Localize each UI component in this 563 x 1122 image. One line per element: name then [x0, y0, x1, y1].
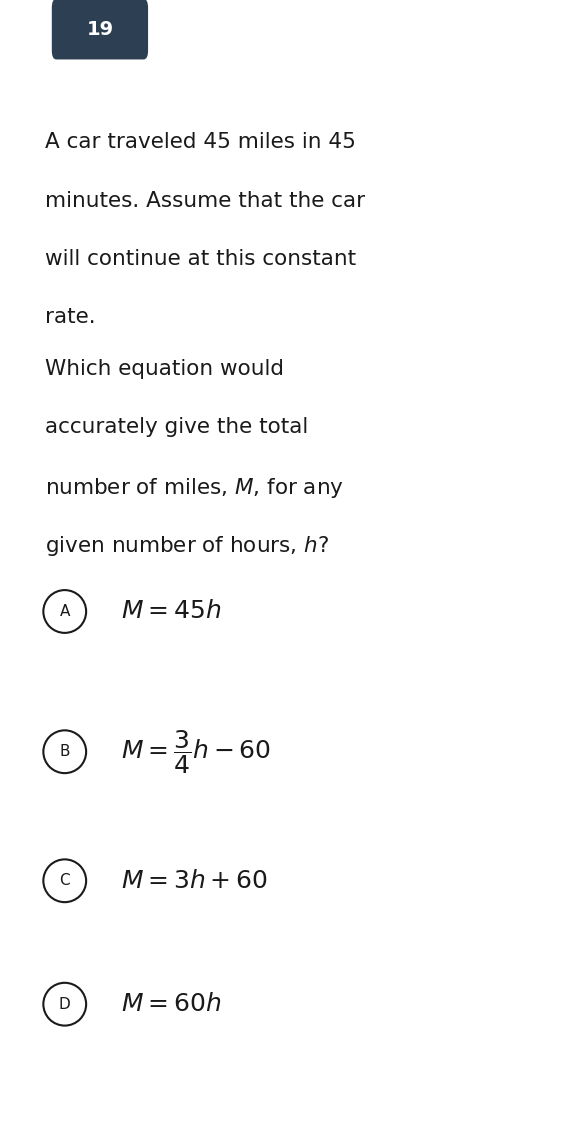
Text: A car traveled 45 miles in 45: A car traveled 45 miles in 45: [45, 132, 356, 153]
Text: $M = 3h + 60$: $M = 3h + 60$: [121, 868, 268, 893]
Text: will continue at this constant: will continue at this constant: [45, 249, 356, 269]
Text: rate.: rate.: [45, 307, 96, 328]
Text: minutes. Assume that the car: minutes. Assume that the car: [45, 191, 365, 211]
Text: B: B: [60, 744, 70, 760]
Text: given number of hours, $\mathit{h}$?: given number of hours, $\mathit{h}$?: [45, 534, 329, 558]
Text: A: A: [60, 604, 70, 619]
Text: $M = 45h$: $M = 45h$: [121, 599, 221, 624]
Text: C: C: [60, 873, 70, 889]
Text: D: D: [59, 996, 70, 1012]
Text: $M = 60h$: $M = 60h$: [121, 992, 221, 1017]
FancyBboxPatch shape: [52, 0, 148, 59]
Text: accurately give the total: accurately give the total: [45, 417, 309, 438]
Text: 19: 19: [86, 20, 114, 38]
Text: Which equation would: Which equation would: [45, 359, 284, 379]
Text: number of miles, $\mathit{M}$, for any: number of miles, $\mathit{M}$, for any: [45, 476, 344, 499]
Text: $M = \dfrac{3}{4}h - 60$: $M = \dfrac{3}{4}h - 60$: [121, 728, 271, 775]
